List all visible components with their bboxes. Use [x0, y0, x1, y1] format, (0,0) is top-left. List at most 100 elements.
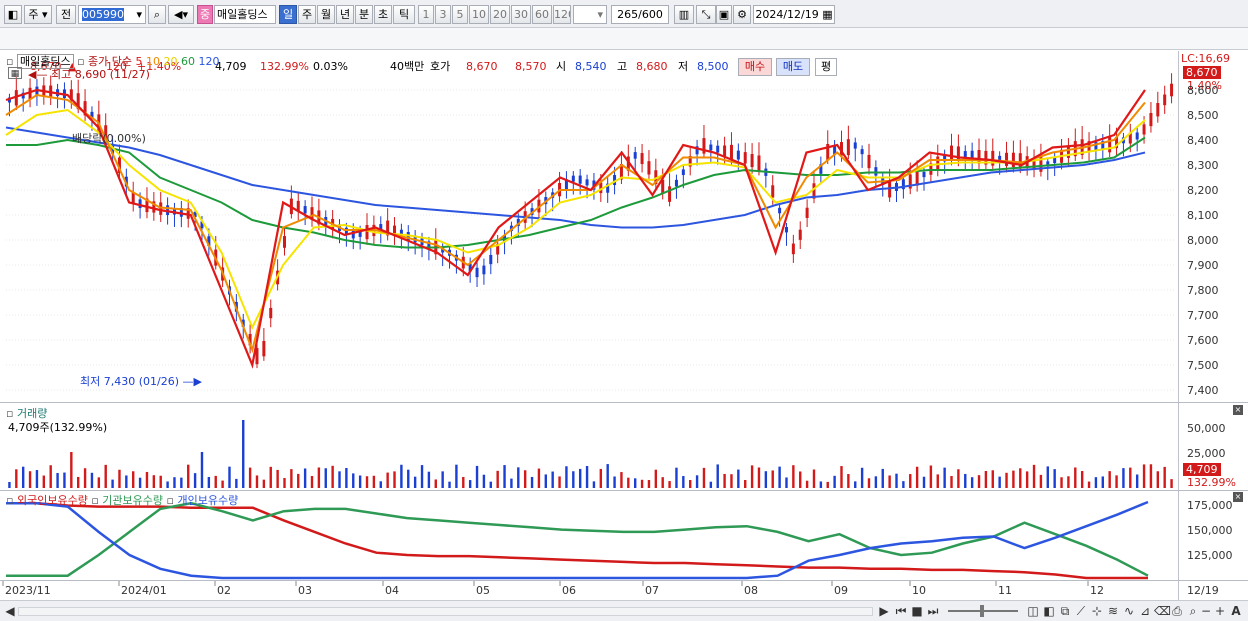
volume-bar	[778, 466, 781, 488]
legend-institution[interactable]: 기관보유수량	[102, 494, 164, 507]
volume-bar	[49, 465, 52, 488]
stock-chart[interactable]	[0, 50, 1248, 600]
tab-week[interactable]: 주	[298, 5, 316, 24]
volume-bar	[1060, 477, 1063, 488]
volume-bar	[895, 473, 898, 488]
volume-panel-divider[interactable]	[0, 402, 1248, 403]
tab-second[interactable]: 초	[374, 5, 392, 24]
tab-minute[interactable]: 분	[355, 5, 373, 24]
legend-foreign[interactable]: 외국인보유수량	[16, 494, 88, 507]
tab-day[interactable]: 일	[279, 5, 297, 24]
calendar-icon[interactable]: ▦	[822, 8, 833, 21]
market-select[interactable]: 주 ▾	[24, 5, 52, 24]
candle-body	[1149, 112, 1153, 127]
volume-bar	[28, 471, 32, 488]
interval-3[interactable]: 3	[435, 5, 451, 24]
volume-bar	[1046, 466, 1049, 488]
volume-bar	[77, 476, 80, 488]
legend-ma-label[interactable]: 종가 단순	[88, 55, 133, 68]
candle-body	[1032, 157, 1036, 169]
volume-bar	[819, 481, 823, 488]
window-menu-icon[interactable]: ◧	[4, 5, 22, 24]
close-volume-icon[interactable]: ×	[1233, 405, 1243, 415]
horizontal-scrollbar[interactable]	[18, 607, 873, 616]
x-axis-tick: 03	[298, 584, 312, 597]
holding-panel-divider[interactable]	[0, 490, 1248, 491]
flat-button[interactable]: 평	[815, 58, 837, 76]
magnet-icon[interactable]: ⊿	[1139, 604, 1151, 618]
zoom-slider-handle[interactable]	[980, 605, 984, 617]
price-axis	[1178, 51, 1248, 603]
volume-bar	[757, 467, 761, 488]
search-icon[interactable]: ⌕	[148, 5, 166, 24]
auto-scale-icon[interactable]: A	[1231, 604, 1241, 618]
candle-body	[427, 241, 431, 248]
date-value: 2024/12/19	[755, 8, 819, 21]
interval-20[interactable]: 20	[490, 5, 510, 24]
interval-10[interactable]: 10	[469, 5, 489, 24]
tab-tick[interactable]: 틱	[393, 5, 415, 24]
drawing-tool-icon[interactable]: ⤡	[696, 5, 716, 24]
gear-icon[interactable]: ⚙	[733, 5, 751, 24]
wave-icon[interactable]: ∿	[1123, 604, 1135, 618]
volume-bar	[950, 476, 953, 488]
bar-count-field[interactable]: 265/600	[611, 5, 669, 24]
tab-month[interactable]: 월	[317, 5, 335, 24]
x-axis-tick: 07	[645, 584, 659, 597]
copy-icon[interactable]: ⧉	[1060, 604, 1070, 618]
interval-1[interactable]: 1	[418, 5, 434, 24]
print-icon[interactable]: ⎙	[1172, 604, 1182, 618]
trendline-icon[interactable]: ⟋	[1076, 604, 1086, 618]
eraser-icon[interactable]: ⌫	[1154, 604, 1171, 618]
sell-button[interactable]: 매도	[776, 58, 810, 76]
first-page-icon[interactable]: ⏮	[895, 604, 907, 618]
zoom-in-icon[interactable]: +	[1214, 604, 1226, 618]
volume-bar	[56, 472, 59, 488]
scroll-right-icon[interactable]: ▶	[879, 604, 889, 618]
prev-button[interactable]: 전	[56, 5, 76, 24]
stop-icon[interactable]: ■	[911, 604, 923, 618]
buy-button[interactable]: 매수	[738, 58, 772, 76]
close-holding-icon[interactable]: ×	[1233, 492, 1243, 502]
sound-icon[interactable]: ◀▾	[168, 5, 194, 24]
stock-code-input[interactable]: 005990 ▾	[78, 5, 146, 24]
save-icon[interactable]: ▣	[716, 5, 732, 24]
volume-bar	[998, 476, 1001, 488]
tab-year[interactable]: 년	[336, 5, 354, 24]
volume-bar	[180, 477, 183, 488]
zoom-icon[interactable]: ⌕	[1189, 604, 1197, 618]
crosshair-icon[interactable]: ⊹	[1091, 604, 1103, 618]
fibonacci-icon[interactable]: ≋	[1107, 604, 1119, 618]
interval-60[interactable]: 60	[532, 5, 552, 24]
volume-bar	[929, 465, 933, 488]
candle-body	[819, 164, 823, 174]
volume-title[interactable]: 거래량	[16, 407, 48, 420]
layout-icon[interactable]: ◫	[1027, 604, 1039, 618]
last-page-icon[interactable]: ⏭	[927, 604, 939, 618]
interval-30[interactable]: 30	[511, 5, 531, 24]
interval-5[interactable]: 5	[452, 5, 468, 24]
price-axis-tick: 8,400	[1187, 134, 1219, 147]
scroll-left-icon[interactable]: ◀	[5, 604, 15, 618]
price-axis-tick: 8,100	[1187, 209, 1219, 222]
interval-120[interactable]: 120	[553, 5, 571, 24]
volume-bar	[888, 475, 891, 488]
volume-bar	[750, 465, 754, 488]
date-field[interactable]: 2024/12/19 ▦	[753, 5, 835, 24]
volume-bar	[682, 476, 685, 488]
high-note-text: 최고 8,690 (11/27)	[50, 68, 150, 81]
legend-ma-60: 60	[181, 55, 196, 68]
grid-toggle-icon[interactable]: ▦	[8, 67, 22, 79]
volume-bar	[771, 470, 774, 488]
zoom-out-icon[interactable]: −	[1200, 604, 1212, 618]
legend-stock-name[interactable]: 매일홀딩스	[16, 54, 74, 69]
volume-bar	[90, 472, 94, 488]
price-axis-tick: 7,700	[1187, 309, 1219, 322]
quote-bar: 8,670 ▲ 120 +1.40% 4,709 132.99% 0.03% 4…	[0, 28, 1248, 76]
interval-custom-select[interactable]: ▾	[573, 5, 607, 24]
compare-icon[interactable]: ◧	[1043, 604, 1055, 618]
candle-type-icon[interactable]: ▥	[674, 5, 694, 24]
volume-bar	[248, 467, 252, 488]
code-dropdown-icon[interactable]: ▾	[136, 8, 142, 21]
legend-individual[interactable]: 개인보유수량	[177, 494, 239, 507]
